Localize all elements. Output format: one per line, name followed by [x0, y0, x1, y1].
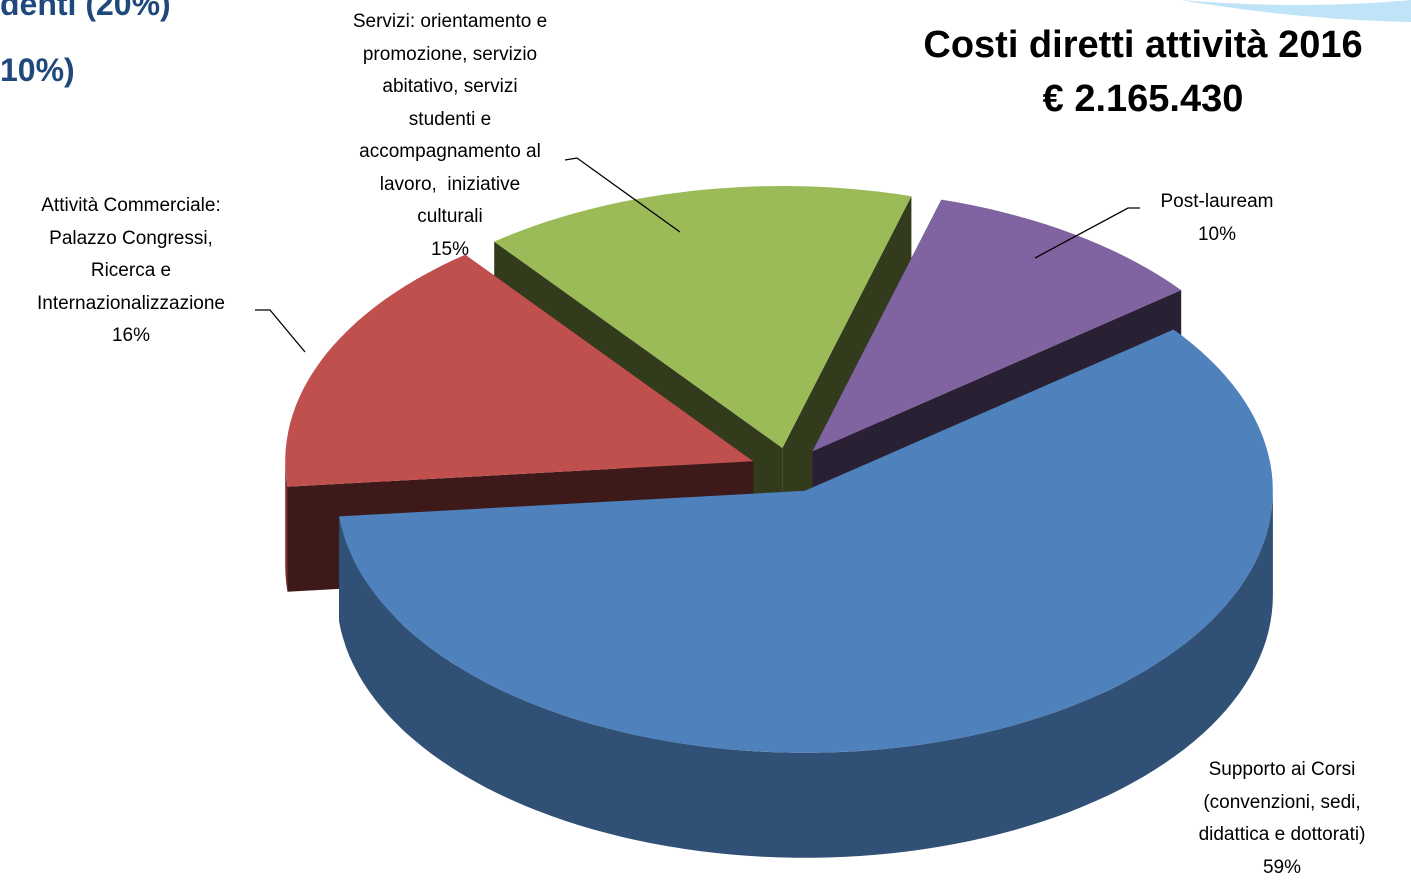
category-label: Attività Commerciale: Palazzo Congressi,…: [37, 190, 225, 320]
decoration: [1180, 0, 1411, 22]
slide-fragment: denti (20%): [0, 0, 171, 23]
slide-fragment: 10%): [0, 52, 75, 89]
chart-title: Costi diretti attività 2016: [863, 24, 1411, 67]
leader-line: [255, 310, 305, 352]
data-label: Servizi: orientamento e promozione, serv…: [353, 6, 547, 266]
value-label: 10%: [1161, 219, 1274, 252]
category-label: Post-lauream: [1161, 186, 1274, 219]
value-label: 15%: [353, 234, 547, 267]
data-label: Attività Commerciale: Palazzo Congressi,…: [37, 190, 225, 353]
category-label: Servizi: orientamento e promozione, serv…: [353, 6, 547, 234]
category-label: Supporto ai Corsi (convenzioni, sedi, di…: [1199, 754, 1366, 852]
value-label: 16%: [37, 320, 225, 353]
chart-subtitle: € 2.165.430: [863, 78, 1411, 121]
value-label: 59%: [1199, 852, 1366, 884]
data-label: Supporto ai Corsi (convenzioni, sedi, di…: [1199, 754, 1366, 884]
